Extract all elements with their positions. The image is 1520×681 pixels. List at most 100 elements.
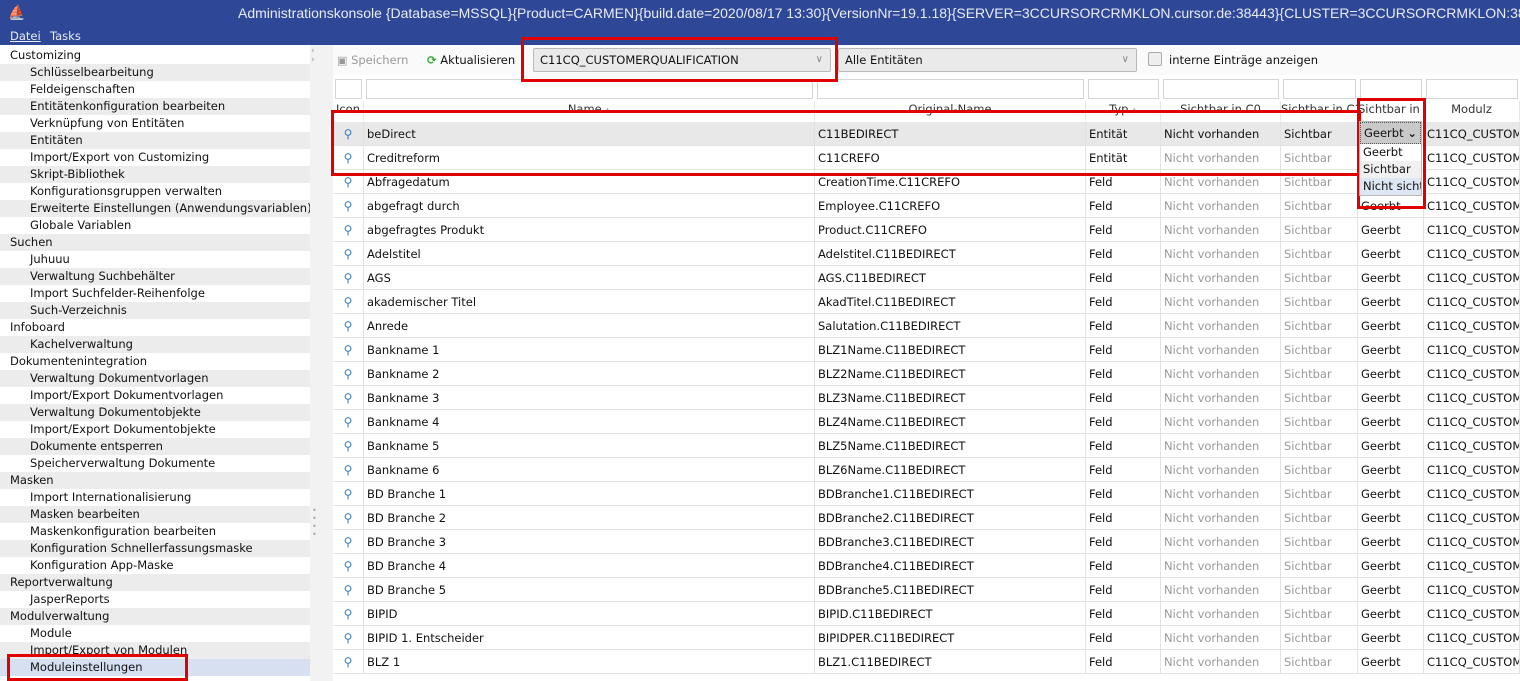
sidebar-item[interactable]: Dokumente entsperren [0,438,310,455]
table-cell[interactable]: Geerbt [1358,506,1424,530]
table-cell[interactable]: Geerbt [1358,410,1424,434]
sidebar-item[interactable]: Verwaltung Dokumentobjekte [0,404,310,421]
column-filter-input[interactable] [1088,79,1159,99]
dropdown-current[interactable]: Geerbt ⌄ [1360,122,1421,144]
sidebar-item[interactable]: Verwaltung Dokumentvorlagen [0,370,310,387]
table-cell[interactable]: Geerbt [1358,290,1424,314]
table-row[interactable]: ⚲ BD Branche 1 BDBranche1.C11BEDIRECT Feld N… [333,482,1520,506]
table-cell[interactable]: Geerbt [1358,386,1424,410]
magnifier-icon[interactable]: ⚲ [333,266,364,290]
dropdown-option[interactable]: Sichtbar [1360,161,1421,178]
magnifier-icon[interactable]: ⚲ [333,146,364,170]
magnifier-icon[interactable]: ⚲ [333,362,364,386]
table-cell[interactable]: Geerbt [1358,314,1424,338]
magnifier-icon[interactable]: ⚲ [333,242,364,266]
sidebar-item[interactable]: Entitätenkonfiguration bearbeiten [0,98,310,115]
sidebar-item[interactable]: Such-Verzeichnis [0,302,310,319]
magnifier-icon[interactable]: ⚲ [333,602,364,626]
sidebar-group[interactable]: Reportverwaltung [0,574,310,591]
table-row[interactable]: ⚲ Bankname 4 BLZ4Name.C11BEDIRECT Feld Nicht… [333,410,1520,434]
magnifier-icon[interactable]: ⚲ [333,458,364,482]
table-cell[interactable]: Geerbt [1358,602,1424,626]
sidebar-item[interactable]: Verknüpfung von Entitäten [30,116,185,130]
table-row[interactable]: ⚲ AGS AGS.C11BEDIRECT Feld Nicht vorhanden Si… [333,266,1520,290]
column-filter-input[interactable] [1163,79,1279,99]
sidebar-item[interactable]: Import Suchfelder-Reihenfolge [30,286,205,300]
table-row[interactable]: ⚲ Anrede Salutation.C11BEDIRECT Feld Nicht v… [333,314,1520,338]
sidebar-item[interactable]: Maskenkonfiguration bearbeiten [30,524,217,538]
magnifier-icon[interactable]: ⚲ [333,626,364,650]
column-filter-input[interactable] [335,79,362,99]
module-select[interactable]: C11CQ_CUSTOMERQUALIFICATION ∨ [533,48,831,72]
magnifier-icon[interactable]: ⚲ [333,218,364,242]
sidebar-item[interactable]: JasperReports [30,592,110,606]
table-row[interactable]: ⚲ Bankname 3 BLZ3Name.C11BEDIRECT Feld Nicht… [333,386,1520,410]
table-cell[interactable]: Geerbt [1358,242,1424,266]
sidebar-item[interactable]: Verwaltung Suchbehälter [0,268,310,285]
sidebar-group[interactable]: Suchen [0,234,310,251]
table-row[interactable]: ⚲ BD Branche 3 BDBranche3.C11BEDIRECT Feld N… [333,530,1520,554]
column-header[interactable]: Name ▲ [364,101,815,121]
table-row[interactable]: ⚲ Adelstitel Adelstitel.C11BEDIRECT Feld Nic… [333,242,1520,266]
sidebar-item[interactable]: Konfigurationsgruppen verwalten [30,184,222,198]
sidebar-group[interactable]: Masken [0,472,310,489]
table-row[interactable]: ⚲ Bankname 6 BLZ6Name.C11BEDIRECT Feld Nicht… [333,458,1520,482]
table-cell[interactable]: Geerbt [1358,482,1424,506]
save-button[interactable]: ▣ Speichern [337,53,409,67]
column-header[interactable]: Sichtbar in C0 [1161,101,1281,121]
menu-tasks[interactable]: Tasks [50,29,81,43]
table-row[interactable]: ⚲ Abfragedatum CreationTime.C11CREFO Feld Ni… [333,170,1520,194]
menu-datei[interactable]: Datei [10,29,41,43]
sidebar-item[interactable]: Moduleinstellungen [0,659,310,676]
refresh-button[interactable]: ⟳ Aktualisieren [427,53,516,67]
magnifier-icon[interactable]: ⚲ [333,434,364,458]
table-cell[interactable]: Geerbt [1358,650,1424,674]
table-cell[interactable]: Geerbt [1358,266,1424,290]
magnifier-icon[interactable]: ⚲ [333,578,364,602]
magnifier-icon[interactable]: ⚲ [333,650,364,674]
sidebar-item[interactable]: Import/Export von Modulen [0,642,310,659]
sidebar-item[interactable]: Feldeigenschaften [30,82,135,96]
sidebar-item[interactable]: Konfiguration App-Maske [30,558,174,572]
sidebar-item[interactable]: Globale Variablen [30,218,132,232]
visibility-dropdown[interactable]: Geerbt ⌄ Geerbt Sichtbar Nicht sicht [1359,121,1422,196]
column-header[interactable]: Typ ▲ [1086,101,1161,121]
sidebar-item[interactable]: Entitäten [0,132,310,149]
table-cell[interactable]: Geerbt [1358,578,1424,602]
column-header[interactable]: Original-Name [815,101,1086,121]
sidebar-group[interactable]: Dokumentenintegration [10,354,148,368]
table-row[interactable]: ⚲ BD Branche 2 BDBranche2.C11BEDIRECT Feld N… [333,506,1520,530]
table-row[interactable]: ⚲ BIPID BIPID.C11BEDIRECT Feld Nicht vorhand… [333,602,1520,626]
table-cell[interactable]: Geerbt [1358,362,1424,386]
sidebar-item[interactable]: Juhuuu [30,252,70,266]
column-filter-input[interactable] [817,79,1084,99]
column-header[interactable]: Sichtbar in C [1358,101,1424,121]
sidebar-item[interactable]: Schlüsselbearbeitung [0,64,310,81]
collapse-arrows-icon[interactable]: ‹ › [311,46,315,65]
magnifier-icon[interactable]: ⚲ [333,290,364,314]
table-row[interactable]: ⚲ Creditreform C11CREFO Entität Nicht vorhan… [333,146,1520,170]
table-cell[interactable]: Geerbt [1358,434,1424,458]
table-cell[interactable]: Geerbt [1358,626,1424,650]
column-header[interactable]: Modulz [1424,101,1520,121]
magnifier-icon[interactable]: ⚲ [333,194,364,218]
sidebar-item[interactable]: Konfiguration Schnellerfassungsmaske [0,540,310,557]
sidebar-item[interactable]: Import/Export von Customizing [30,150,210,164]
column-filter-input[interactable] [366,79,813,99]
magnifier-icon[interactable]: ⚲ [333,482,364,506]
table-row[interactable]: ⚲ BD Branche 4 BDBranche4.C11BEDIRECT Feld N… [333,554,1520,578]
column-header[interactable]: Sichtbar in C1 [1281,101,1358,121]
sidebar-item[interactable]: Module [30,626,72,640]
table-cell[interactable]: Geerbt [1358,194,1424,218]
column-header[interactable]: Icon [333,101,364,121]
sidebar-item[interactable]: Erweiterte Einstellungen (Anwendungsvari… [0,200,312,217]
table-row[interactable]: ⚲ abgefragtes Produkt Product.C11CREFO Feld… [333,218,1520,242]
drag-grip-icon[interactable]: • • • • [312,506,317,539]
magnifier-icon[interactable]: ⚲ [333,314,364,338]
sidebar-item[interactable]: Import/Export Dokumentvorlagen [30,388,224,402]
magnifier-icon[interactable]: ⚲ [333,410,364,434]
table-cell[interactable]: Geerbt [1358,554,1424,578]
table-row[interactable]: ⚲ Bankname 2 BLZ2Name.C11BEDIRECT Feld Nicht… [333,362,1520,386]
magnifier-icon[interactable]: ⚲ [333,530,364,554]
sidebar-item[interactable]: Import/Export Dokumentobjekte [30,422,216,436]
